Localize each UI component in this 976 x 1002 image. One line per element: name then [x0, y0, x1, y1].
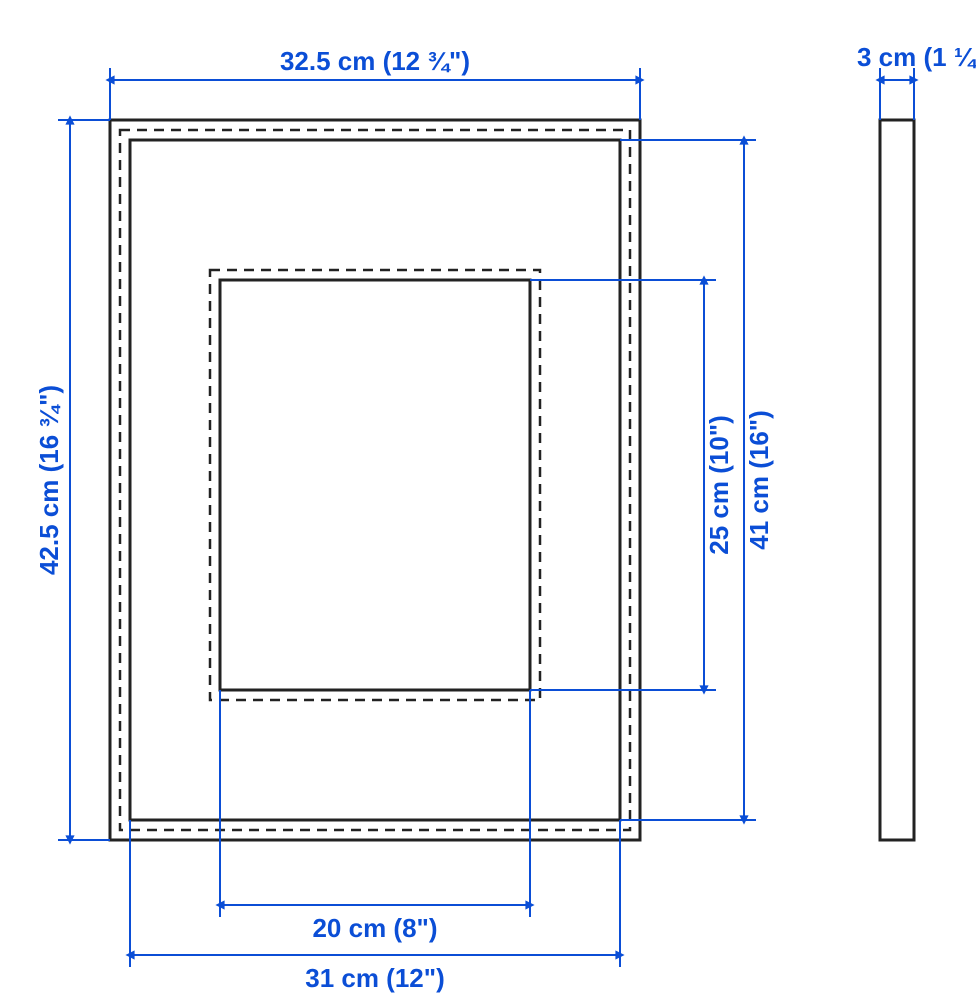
- side_depth-label: 3 cm (1 ¼"): [857, 42, 976, 72]
- bottom_window_w-label: 20 cm (8"): [312, 913, 437, 943]
- canvas-bg: [0, 0, 976, 1002]
- top_outer_width-label: 32.5 cm (12 ¾"): [280, 46, 470, 76]
- right_inner_height-label: 41 cm (16"): [744, 410, 774, 550]
- left_outer_height-label: 42.5 cm (16 ¾"): [34, 385, 64, 575]
- bottom_inner_w-label: 31 cm (12"): [305, 963, 445, 993]
- right_window_h-label: 25 cm (10"): [704, 415, 734, 555]
